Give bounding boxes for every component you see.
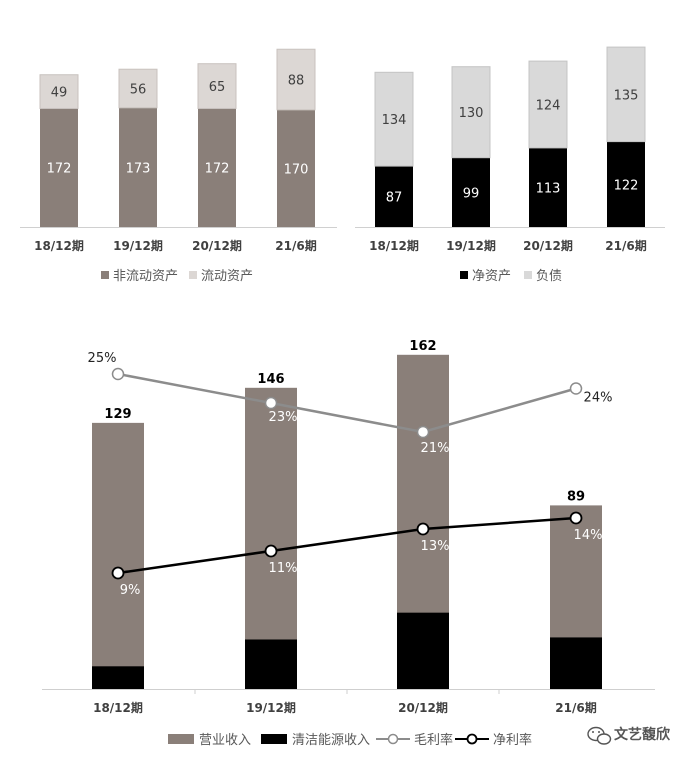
bar-noncurrent-2 [198,108,236,227]
bar-noncurrent-3 [277,109,315,227]
bar-liabilities-1 [451,66,491,159]
legend-label: 清洁能源收入 [292,733,370,748]
bar-equity-1 [452,157,490,227]
data-label-net-margin: 14% [574,528,603,543]
legend-swatch [460,271,468,279]
x-tick-label: 18/12期 [93,700,143,715]
legend-swatch-clean [261,734,287,744]
data-label: 113 [536,181,561,196]
marker-net-margin [264,544,278,558]
bar-current-1 [118,68,158,109]
legend-swatch [101,271,109,279]
data-label: 170 [284,162,309,177]
bar-equity-2 [529,147,567,227]
legend-label: 营业收入 [199,733,251,748]
bar-equity-0 [375,166,413,227]
marker-gross-margin [569,382,583,395]
data-label: 173 [126,161,151,176]
legend-swatch [524,271,532,279]
line-net-margin [117,516,577,575]
x-tick-label: 20/12期 [523,238,573,253]
legend-marker-gross [387,733,399,745]
legend-marker-net [466,733,478,745]
bar-noncurrent-1 [119,107,157,227]
legend-swatch-revenue [168,734,194,744]
bar-liabilities-0 [374,71,414,167]
marker-net-margin [111,566,125,580]
bar-liabilities-3 [606,46,646,143]
bar-clean-energy-2 [397,612,449,689]
legend-swatch [189,271,197,279]
data-label-net-margin: 9% [120,583,141,598]
data-label: 122 [614,178,639,193]
line-gross-margin [117,372,577,434]
bar-equity-3 [607,141,645,227]
data-label-gross-margin: 21% [421,441,450,456]
bar-clean-energy-3 [550,637,602,689]
x-tick-label: 19/12期 [246,700,296,715]
x-tick-label: 19/12期 [446,238,496,253]
legend-label: 非流动资产 [113,269,178,284]
data-label: 56 [130,83,147,98]
data-label-total: 89 [567,489,585,504]
chart-revenue-margins: 129 18/12期 146 19/12期 162 20/12期 89 21/6期 25% 23%… [42,339,655,748]
data-label-total: 129 [104,407,131,422]
x-tick-label: 21/6期 [555,700,596,715]
data-label: 172 [205,162,230,177]
marker-net-margin [416,522,430,536]
bar-clean-energy-0 [92,666,144,689]
watermark: 文艺馥欣 [587,726,671,745]
data-label-net-margin: 11% [269,561,298,576]
bar-revenue-1 [245,387,297,689]
bar-noncurrent-0 [40,108,78,227]
bar-current-2 [197,63,237,109]
data-label-gross-margin: 23% [269,410,298,425]
data-label: 87 [386,191,403,206]
legend-label: 净资产 [472,269,511,284]
legend-label: 毛利率 [414,732,453,748]
marker-gross-margin [111,367,125,381]
legend-label: 净利率 [493,732,532,748]
data-label-gross-margin: 24% [584,391,613,406]
data-label: 124 [536,99,561,114]
chart-liabilities: 87 134 18/12期 99 130 19/12期 113 124 20/12期 122 135… [355,46,665,284]
x-tick-label: 20/12期 [192,238,242,253]
x-tick-label: 21/6期 [605,238,646,253]
data-label-total: 162 [409,339,436,354]
data-label: 65 [209,80,226,95]
data-label-total: 146 [257,372,284,387]
data-label: 88 [288,74,305,89]
chart-assets: 172 49 18/12期 173 56 19/12期 172 65 20/12期 170 88 21… [20,48,337,284]
x-tick-label: 18/12期 [369,238,419,253]
x-tick-label: 19/12期 [113,238,163,253]
bar-current-3 [276,48,316,111]
bar-clean-energy-1 [245,639,297,689]
data-label: 135 [614,88,639,103]
data-label: 172 [47,162,72,177]
data-label-net-margin: 13% [421,539,450,554]
data-label-gross-margin: 25% [88,351,117,366]
x-tick-label: 20/12期 [398,700,448,715]
bar-current-0 [39,74,79,109]
marker-net-margin [569,511,583,525]
legend-label: 流动资产 [201,269,253,284]
data-label: 99 [463,186,480,201]
marker-gross-margin [416,425,430,439]
data-label: 134 [382,113,407,128]
watermark-text: 文艺馥欣 [614,726,671,743]
x-tick-label: 21/6期 [275,238,316,253]
wechat-icon [587,726,612,745]
x-tick-label: 18/12期 [34,238,84,253]
data-label: 49 [51,86,68,101]
legend-label: 负债 [536,269,562,284]
marker-gross-margin [264,396,278,410]
bar-revenue-0 [92,422,144,689]
data-label: 130 [459,106,484,121]
bar-liabilities-2 [528,60,568,149]
